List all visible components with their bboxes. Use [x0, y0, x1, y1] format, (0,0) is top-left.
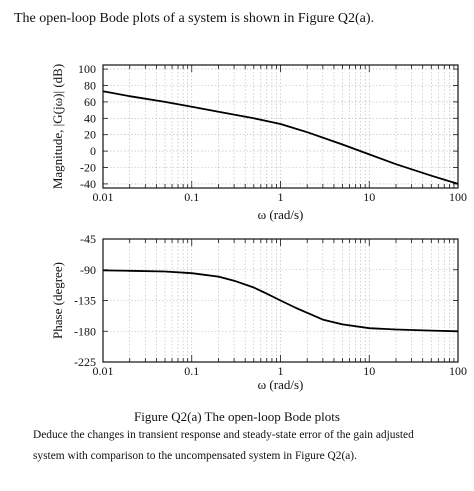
- question-text: Deduce the changes in transient response…: [33, 425, 433, 467]
- y-tick-label: -225: [74, 355, 96, 369]
- y-tick-label: -180: [74, 324, 96, 338]
- plot-frame: [102, 238, 459, 363]
- bode-plots: 0.01 0.1 1 10 100 100 80 60 40 20 0 -20 -40 ω (rad/s)…: [50, 62, 467, 392]
- y-tick-label: 80: [84, 79, 96, 93]
- x-tick-label: 0.1: [184, 364, 199, 378]
- x-tick-label: 1: [278, 190, 284, 204]
- magnitude-plot: 0.01 0.1 1 10 100 100 80 60 40 20 0 -20 -40 ω (rad/s)…: [50, 62, 467, 222]
- plot-frame: [102, 64, 459, 189]
- y-tick-label: 20: [84, 128, 96, 142]
- figure-caption: Figure Q2(a) The open-loop Bode plots: [134, 409, 340, 424]
- x-axis-label: ω (rad/s): [258, 207, 304, 222]
- magnitude-series-line: [102, 90, 459, 185]
- x-tick-label: 0.01: [93, 364, 114, 378]
- y-axis-label: Magnitude, |G(jω)| (dB): [50, 64, 65, 189]
- x-tick-label: 1: [278, 364, 284, 378]
- x-tick-label: 100: [449, 364, 467, 378]
- x-tick-label: 10: [363, 364, 375, 378]
- x-axis-label: ω (rad/s): [258, 377, 304, 392]
- y-tick-label: -90: [80, 263, 96, 277]
- y-tick-label: 60: [84, 95, 96, 109]
- y-axis-label: Phase (degree): [50, 262, 65, 339]
- intro-text: The open-loop Bode plots of a system is …: [14, 11, 375, 26]
- question-line: Deduce the changes in transient response…: [33, 429, 414, 441]
- y-tick-label: -135: [74, 294, 96, 308]
- x-tick-label: 10: [363, 190, 375, 204]
- phase-plot: 0.01 0.1 1 10 100 -45 -90 -135 -180 -225 ω (rad/s)…: [50, 232, 467, 392]
- y-tick-label: -45: [80, 232, 96, 246]
- x-tick-label: 100: [449, 190, 467, 204]
- y-tick-label: -40: [80, 177, 96, 191]
- y-tick-label: 40: [84, 111, 96, 125]
- y-tick-label: 0: [90, 144, 96, 158]
- phase-series-line: [102, 269, 459, 333]
- y-tick-label: 100: [78, 62, 96, 76]
- x-tick-label: 0.01: [93, 190, 114, 204]
- x-tick-label: 0.1: [184, 190, 199, 204]
- question-line: system with comparison to the uncompensa…: [33, 450, 357, 462]
- y-tick-label: -20: [80, 161, 96, 175]
